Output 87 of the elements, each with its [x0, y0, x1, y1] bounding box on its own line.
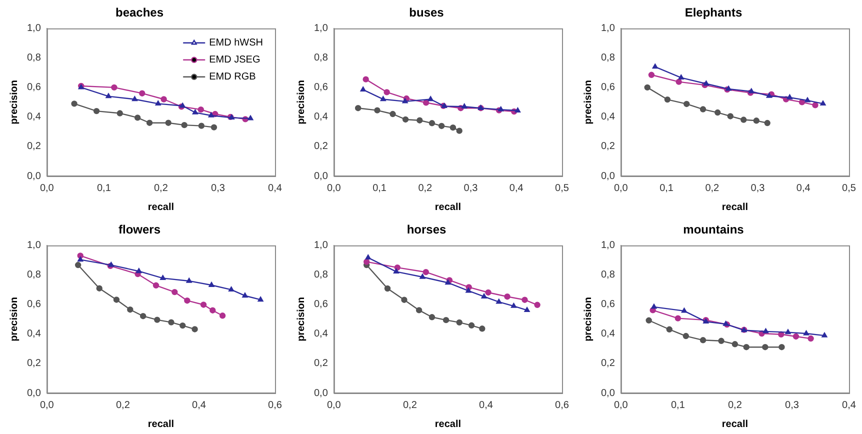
- x-axis-title: recall: [434, 202, 462, 213]
- x-tick-label: 0,2: [402, 400, 418, 411]
- y-tick-label: 0,2: [600, 141, 616, 152]
- y-axis-title: precision: [8, 80, 20, 124]
- y-tick-label: 0,8: [600, 52, 616, 64]
- y-tick-label: 0,4: [314, 112, 328, 123]
- legend-label: EMD RGB: [209, 72, 256, 83]
- x-tick-label: 0,5: [842, 182, 856, 194]
- y-axis-title: precision: [582, 296, 594, 342]
- chart-title: Elephants: [684, 6, 742, 20]
- chart-title: mountains: [683, 222, 744, 237]
- x-tick-label: 0,0: [326, 182, 342, 194]
- y-tick-label: 0,4: [600, 328, 616, 340]
- x-axis-title: recall: [434, 418, 462, 430]
- y-tick-label: 1,0: [314, 23, 328, 34]
- y-tick-label: 1,0: [600, 240, 616, 252]
- x-axis-title: recall: [722, 202, 748, 213]
- x-tick-label: 0,0: [326, 400, 342, 411]
- y-tick-label: 0,4: [314, 328, 328, 340]
- x-tick-label: 0,1: [660, 182, 674, 194]
- y-tick-label: 0,2: [314, 358, 328, 370]
- y-tick-label: 0,8: [314, 270, 328, 281]
- x-tick-label: 0,2: [154, 182, 168, 194]
- x-axis-title: recall: [722, 418, 748, 430]
- y-tick-label: 0,4: [600, 112, 616, 123]
- y-tick-label: 0,4: [26, 328, 42, 340]
- x-tick-label: 0,1: [670, 400, 686, 411]
- y-axis-title: precision: [582, 80, 594, 124]
- y-tick-label: 0,8: [600, 270, 616, 281]
- x-tick-label: 0,3: [750, 182, 766, 194]
- y-tick-label: 0,2: [26, 141, 42, 152]
- x-tick-label: 0,2: [728, 400, 742, 411]
- x-tick-label: 0,5: [555, 182, 570, 194]
- y-tick-label: 0,8: [26, 270, 42, 281]
- y-tick-label: 0,0: [314, 170, 328, 182]
- x-tick-label: 0,0: [614, 400, 628, 411]
- x-tick-label: 0,4: [192, 400, 206, 411]
- y-tick-label: 0,6: [600, 299, 616, 310]
- chart-title: beaches: [115, 6, 164, 20]
- y-tick-label: 1,0: [26, 23, 42, 34]
- y-tick-label: 0,0: [600, 388, 616, 399]
- x-tick-label: 0,2: [418, 182, 433, 194]
- y-tick-label: 0,6: [314, 82, 328, 94]
- x-tick-label: 0,3: [785, 400, 800, 411]
- y-axis-title: precision: [296, 296, 307, 342]
- x-tick-label: 0,0: [614, 182, 628, 194]
- x-tick-label: 0,4: [842, 400, 856, 411]
- y-tick-label: 0,0: [600, 170, 616, 182]
- legend-label: EMD hWSH: [209, 38, 264, 49]
- x-tick-label: 0,4: [796, 182, 811, 194]
- x-tick-label: 0,2: [116, 400, 130, 411]
- x-tick-label: 0,0: [40, 182, 54, 194]
- y-tick-label: 0,2: [26, 358, 42, 370]
- x-axis-title: recall: [148, 418, 174, 430]
- y-tick-label: 1,0: [314, 240, 328, 252]
- y-tick-label: 0,2: [600, 358, 616, 370]
- y-tick-label: 1,0: [600, 23, 616, 34]
- y-tick-label: 0,0: [26, 170, 42, 182]
- x-tick-label: 0,4: [509, 182, 524, 194]
- x-tick-label: 0,4: [479, 400, 494, 411]
- y-tick-label: 0,0: [26, 388, 42, 399]
- y-tick-label: 0,4: [26, 112, 42, 123]
- y-tick-label: 0,6: [26, 299, 42, 310]
- x-tick-label: 0,3: [464, 182, 478, 194]
- x-axis-title: recall: [148, 202, 174, 213]
- y-tick-label: 0,8: [26, 52, 42, 64]
- y-tick-label: 0,0: [314, 388, 328, 399]
- x-tick-label: 0,1: [372, 182, 387, 194]
- x-tick-label: 0,3: [211, 182, 226, 194]
- chart-title: buses: [409, 6, 444, 20]
- legend-label: EMD JSEG: [209, 54, 260, 66]
- y-tick-label: 0,6: [314, 299, 328, 310]
- x-tick-label: 0,0: [40, 400, 54, 411]
- y-tick-label: 0,2: [314, 141, 328, 152]
- x-tick-label: 0,2: [705, 182, 720, 194]
- y-tick-label: 0,6: [26, 82, 42, 94]
- chart-title: horses: [406, 222, 446, 237]
- x-tick-label: 0,1: [96, 182, 112, 194]
- x-tick-label: 0,6: [555, 400, 570, 411]
- x-tick-label: 0,4: [268, 182, 282, 194]
- x-tick-label: 0,6: [268, 400, 282, 411]
- y-axis-title: precision: [8, 296, 20, 342]
- y-tick-label: 0,6: [600, 82, 616, 94]
- y-tick-label: 0,8: [314, 52, 328, 64]
- chart-title: flowers: [118, 222, 161, 237]
- y-tick-label: 1,0: [26, 240, 42, 252]
- y-axis-title: precision: [296, 80, 307, 124]
